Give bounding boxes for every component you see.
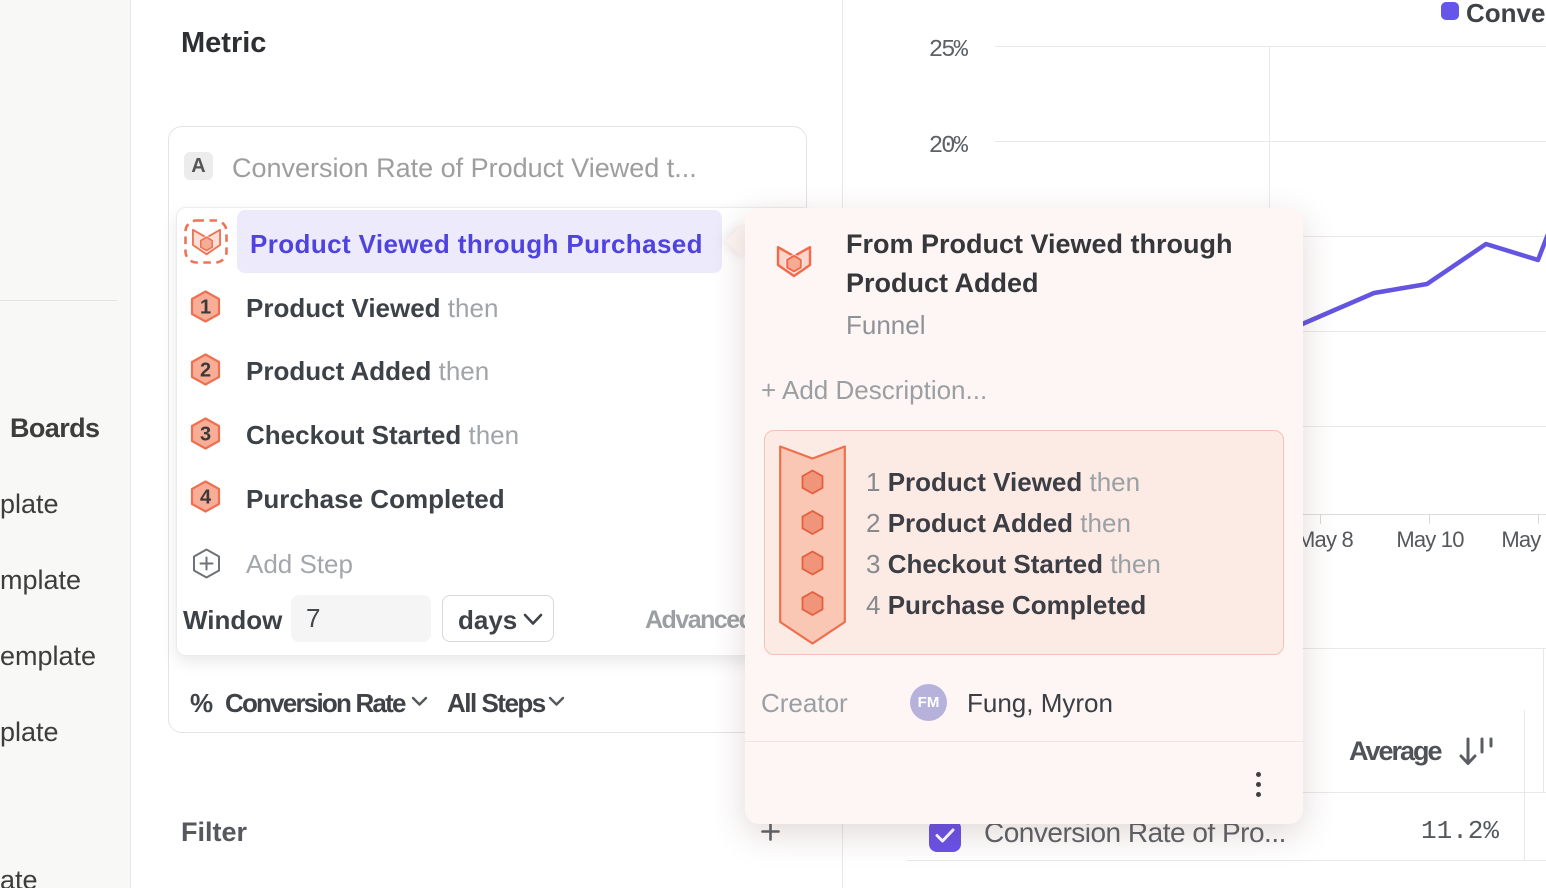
svg-text:4: 4 [200, 487, 212, 509]
svg-text:3: 3 [200, 424, 211, 446]
svg-text:2: 2 [200, 360, 211, 382]
svg-text:1: 1 [200, 297, 211, 319]
